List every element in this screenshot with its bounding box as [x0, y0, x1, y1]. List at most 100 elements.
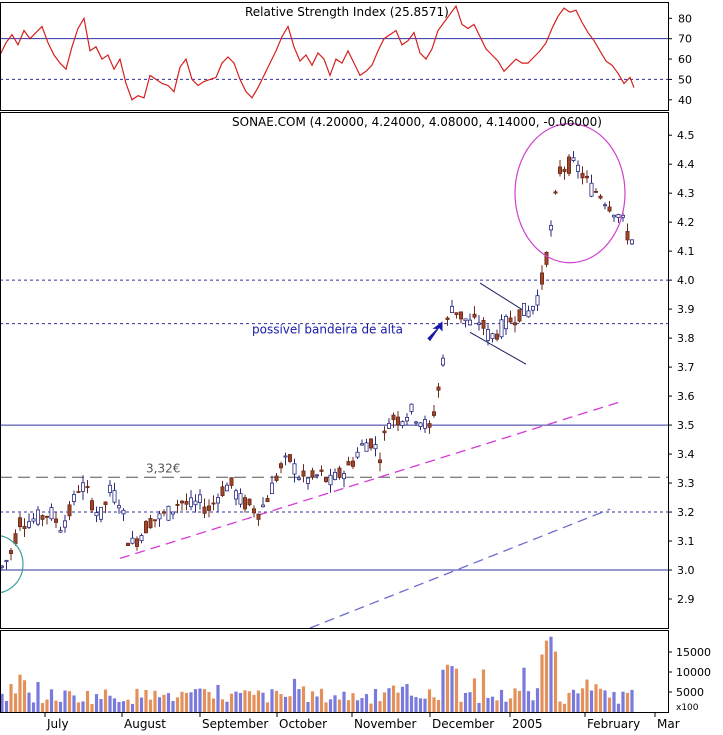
candle-body [215, 497, 220, 504]
volume-bar [445, 664, 450, 712]
candle-body [540, 272, 545, 285]
flag-channel-line [479, 282, 527, 313]
volume-bar [310, 691, 315, 712]
candle-body [400, 421, 405, 426]
candle-body [589, 182, 594, 197]
candle-body [170, 511, 175, 515]
price-tick-label: 4.5 [677, 129, 695, 142]
candle-body [567, 156, 572, 174]
candle-body [45, 515, 50, 518]
candle-body [440, 357, 445, 366]
candle-body [594, 190, 599, 193]
volume-bar [337, 699, 342, 712]
price-tick-label: 2.9 [677, 593, 695, 606]
candle-body [517, 309, 522, 322]
candle-body [382, 430, 387, 434]
candle-body [310, 470, 315, 478]
volume-bar [0, 693, 4, 712]
candle-body [603, 204, 608, 207]
candle-body [571, 157, 576, 161]
candle-body [175, 503, 180, 506]
candle-body [449, 306, 454, 313]
volume-bar [144, 690, 148, 712]
candle-body [152, 519, 157, 522]
volume-bar [171, 701, 175, 712]
candle-body [139, 535, 144, 542]
price-panel: 2.9 3.0 3.1 3.2 3.3 3.4 3.5 3.6 3.7 3.8 3.9 4.0 4.1 4… [0, 115, 695, 629]
candle-body [148, 518, 153, 529]
x-tick-label: September [202, 717, 268, 731]
candle-body [355, 451, 360, 458]
candle-body [121, 509, 126, 515]
volume-bar [405, 684, 409, 712]
volume-bar [265, 702, 270, 712]
volume-bar [450, 666, 454, 712]
volume-bar [211, 698, 216, 712]
volume-multiplier: x100 [676, 703, 699, 713]
volume-bar [301, 686, 306, 712]
volume-bar [589, 690, 594, 712]
volume-bar [594, 684, 598, 712]
candle-body [522, 302, 527, 316]
candle-body [494, 333, 499, 340]
volume-bar [616, 703, 621, 712]
volume-tick-label: 15000 [676, 646, 711, 659]
volume-bar [180, 691, 184, 712]
volume-bar [234, 691, 238, 712]
volume-bar [463, 692, 468, 712]
candle-body [454, 312, 459, 316]
candle-body [558, 166, 563, 174]
volume-bar [630, 689, 634, 712]
rsi-tick-label: 70 [678, 33, 692, 46]
volume-bar [108, 695, 112, 712]
candle-body [404, 417, 409, 422]
volume-bar [157, 697, 162, 712]
candle-body [364, 442, 369, 452]
volume-bar [454, 668, 459, 712]
volume-bar [207, 691, 211, 712]
candle-body [580, 172, 585, 179]
price-tick-label: 3.1 [677, 535, 695, 548]
volume-bar [481, 669, 486, 712]
volume-bar [607, 697, 612, 712]
candle-body [40, 515, 45, 520]
candle-body [63, 520, 68, 528]
candle-body [67, 504, 72, 517]
volume-bar [85, 690, 90, 712]
highlight-ellipse [514, 122, 626, 264]
x-tick-label: Mar [657, 717, 680, 731]
candle-body [513, 322, 518, 326]
volume-bar [256, 690, 261, 712]
candle-body [553, 191, 558, 194]
volume-bar [382, 692, 387, 712]
candle-body [265, 498, 270, 503]
candle-body [49, 507, 54, 520]
candle-body [395, 416, 400, 426]
trendline-1 [119, 401, 621, 560]
volume-bar [135, 688, 139, 712]
volume-bar [216, 684, 220, 712]
candle-body [607, 206, 612, 212]
candle-body [251, 508, 256, 514]
price-frame [0, 112, 669, 629]
volume-bar [531, 700, 535, 712]
volume-bar [193, 689, 198, 712]
candle-body [346, 461, 351, 466]
candle-body [224, 484, 229, 492]
volume-bar [139, 697, 144, 712]
candle-body [108, 484, 113, 493]
candle-body [31, 518, 36, 522]
volume-bar [508, 698, 513, 712]
candle-body [54, 518, 59, 523]
candle-body [377, 459, 382, 464]
candle-body [612, 214, 617, 218]
volume-tick-label: 5000 [676, 686, 704, 699]
volume-bar [373, 689, 378, 712]
candle-body [103, 501, 108, 505]
volume-bar [562, 703, 567, 712]
candle-body [481, 320, 486, 329]
volume-tick-label: 10000 [676, 666, 711, 679]
volume-bar [400, 686, 405, 712]
volume-bar [90, 703, 94, 712]
